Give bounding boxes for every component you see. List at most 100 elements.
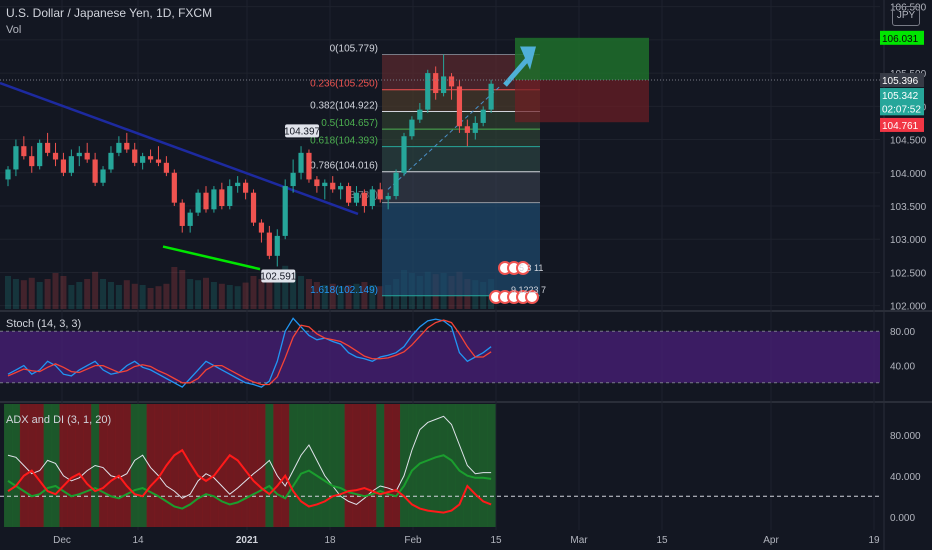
time-tick-label: 15	[490, 535, 502, 546]
time-tick-label: 18	[324, 535, 336, 546]
adx-bg-bar	[336, 404, 346, 527]
adx-bg-bar	[225, 404, 235, 527]
candle-body	[345, 186, 352, 203]
candle-body	[290, 172, 296, 187]
adx-bg-bar	[273, 404, 282, 527]
adx-bg-bar	[447, 404, 456, 527]
adx-label[interactable]: ADX and DI (3, 1, 20)	[6, 414, 112, 426]
candle-body	[195, 192, 201, 213]
adx-bg-bar	[479, 404, 488, 527]
candle-body	[187, 212, 193, 226]
volume-bar	[163, 283, 170, 309]
adx-bg-bar	[4, 404, 13, 527]
price-badge-label: 106.031	[882, 34, 919, 45]
candle-body	[60, 159, 67, 173]
price-badge	[880, 101, 924, 116]
time-tick-label: Dec	[53, 535, 71, 546]
candle-body	[393, 172, 399, 197]
adx-bg-bar	[170, 404, 179, 527]
adx-bg-bar	[35, 404, 45, 527]
currency-button[interactable]: JPY	[892, 6, 920, 26]
event-counts-row1: 5 3 11	[519, 263, 543, 273]
volume-bar	[266, 273, 273, 309]
symbol-title[interactable]: U.S. Dollar / Japanese Yen, 1D, FXCM	[6, 6, 213, 20]
candle-body	[235, 182, 241, 187]
adx-bg-bar	[107, 404, 116, 527]
fib-zone	[382, 129, 540, 147]
volume-bar	[123, 280, 130, 309]
adx-bg-bar	[178, 404, 187, 527]
adx-bg-bar	[75, 404, 84, 527]
fib-level-label: 0.786(104.016)	[310, 161, 378, 172]
price-badge	[880, 117, 924, 132]
adx-bg-bar	[305, 404, 314, 527]
volume-bar	[171, 267, 178, 309]
fib-level-label: 0(105.779)	[330, 44, 378, 55]
volume-bar	[274, 274, 281, 309]
volume-bar	[369, 285, 376, 309]
adx-bg-bar	[455, 404, 464, 527]
fib-level-label: 0.382(104.922)	[310, 101, 378, 112]
candle-body	[116, 142, 122, 153]
candle-body	[274, 235, 280, 256]
adx-bg-bar	[320, 404, 330, 527]
candles-layer	[5, 54, 494, 267]
candle-body	[377, 189, 383, 200]
volume-bar	[385, 285, 392, 309]
support-line	[162, 245, 261, 271]
adx-bg-bar	[257, 404, 266, 527]
volume-bar	[282, 265, 289, 309]
volume-bar	[250, 276, 257, 309]
candle-body	[456, 86, 463, 127]
candle-body	[219, 189, 225, 206]
stoch-label[interactable]: Stoch (14, 3, 3)	[6, 318, 82, 330]
candle-body	[338, 186, 344, 190]
candle-body	[29, 156, 35, 167]
volume-bar	[187, 279, 194, 309]
volume-bar	[5, 276, 11, 309]
adx-bg-bar	[146, 404, 156, 527]
adx-bg-bar	[297, 404, 306, 527]
candle-body	[211, 189, 217, 210]
candle-body	[203, 192, 209, 210]
volume-bar	[258, 279, 265, 309]
volume-bar	[52, 273, 59, 309]
candle-body	[330, 182, 336, 190]
candle-body	[250, 192, 257, 223]
adx-bg-bar	[344, 404, 354, 527]
volume-bar	[107, 282, 114, 309]
candle-body	[84, 152, 90, 160]
candle-body	[171, 172, 177, 203]
adx-bg-bar	[138, 404, 148, 527]
projection-arrow-head	[520, 46, 536, 70]
volume-bar	[12, 279, 19, 309]
volume-bar	[76, 282, 83, 309]
adx-bg-bar	[83, 404, 92, 527]
target-zone	[515, 37, 649, 81]
time-tick-label: 14	[132, 535, 144, 546]
price-badge-label: 104.761	[882, 121, 919, 132]
adx-bg-bar	[27, 404, 37, 527]
volume-label[interactable]: Vol	[6, 24, 22, 36]
fib-level-label: 0.5(104.657)	[321, 118, 378, 129]
volume-bar	[242, 282, 249, 309]
adx-bg-bar	[59, 404, 68, 527]
price-tick-label: 102.500	[890, 268, 927, 279]
volume-bar	[28, 277, 35, 309]
volume-bar	[20, 280, 27, 309]
candle-body	[480, 109, 486, 123]
fibonacci-layer: 0(105.779) 0.236(105.250) 0.382(104.922) 0.…	[310, 37, 649, 297]
adx-bg-bar	[376, 404, 385, 527]
volume-bar	[155, 286, 162, 309]
stop-zone	[515, 80, 649, 123]
adx-bg-bar	[114, 404, 124, 527]
candle-body	[243, 182, 249, 193]
high-callout-box	[285, 124, 320, 138]
candle-body	[5, 169, 11, 180]
adx-bg-bar	[241, 404, 251, 527]
annotation-layer: 104.397 102.591 5 3 11 9 1223 7	[260, 124, 546, 304]
adx-bg-bar	[312, 404, 322, 527]
event-counts-row2: 9 1223 7	[511, 285, 546, 295]
candle-body	[385, 196, 391, 200]
